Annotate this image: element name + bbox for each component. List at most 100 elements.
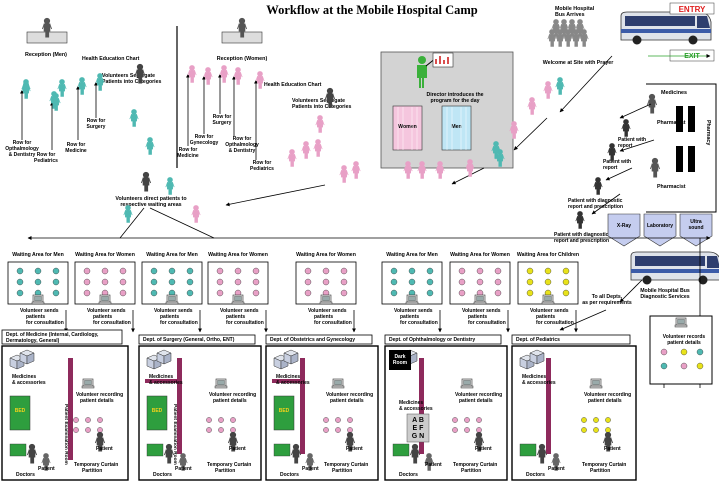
seat-dot (335, 417, 341, 423)
seat-dot (544, 278, 552, 286)
doctor-desk (146, 443, 164, 457)
medicines-label: Medicines (661, 90, 687, 96)
doctors-label: Doctors (526, 472, 545, 478)
doctor-desk (392, 443, 410, 457)
row-label: Surgery (213, 120, 232, 126)
seat-dot (526, 278, 534, 286)
seat-dot (304, 289, 312, 297)
seat-dot (234, 278, 242, 286)
health-chart-left: Health Education Chart (82, 56, 140, 62)
patient-label: Patient (175, 466, 192, 472)
seat-dot (605, 417, 611, 423)
patient-diag-1a: Patient with diagnostic (568, 198, 623, 204)
seat-dot (206, 427, 212, 433)
reception-men: Reception (Men) (25, 17, 68, 58)
waiting-area-title: Waiting Area for Men (386, 252, 438, 258)
patient-label: Patient (425, 462, 442, 468)
seat-dot (216, 289, 224, 297)
patient-report-1a: Patient with (618, 137, 646, 143)
curtain-partition (177, 358, 182, 454)
volunteer-sends-label: for consultation (536, 320, 574, 326)
seat-dot (476, 267, 484, 275)
waiting-area-title: Waiting Area for Women (75, 252, 135, 258)
row-label: Opthalmology (225, 142, 259, 148)
seat-dot (16, 278, 24, 286)
department-name: Dept. of Surgery (General, Ortho, ENT) (143, 337, 235, 343)
seat-dot (323, 427, 329, 433)
patient-label: Patient (96, 446, 113, 452)
volunteer-sends-label: Volunteer sends (154, 308, 193, 314)
patient-icon (527, 97, 537, 115)
seat-dot (230, 427, 236, 433)
exam-room-label: Patient Examination Room (63, 404, 69, 465)
row-label: Row for (179, 147, 198, 153)
curtain-partition (300, 358, 305, 454)
curtain-partition (546, 358, 551, 454)
seat-dot (476, 417, 482, 423)
seat-dot (605, 427, 611, 433)
department-name: Dept. of Obstetrics and Gynecology (270, 337, 355, 343)
volunteer-sends-label: patients (26, 314, 45, 320)
to-depts-label-2: as per requirements (582, 300, 632, 306)
seat-dot (186, 267, 194, 275)
department-room (511, 345, 637, 481)
curtain-label: Partition (82, 468, 102, 474)
volunteer-pc-icon (319, 294, 333, 305)
patient-icon (313, 139, 323, 157)
patient-icon (315, 115, 325, 133)
volunteer-sends-label: Volunteer sends (20, 308, 59, 314)
seat-dot (347, 427, 353, 433)
seat-dot (544, 267, 552, 275)
to-depts-label-1: To all Depts. (592, 294, 623, 300)
seat-dot (168, 278, 176, 286)
volunteer-recording-label: patient details (459, 398, 493, 404)
row-label: Opthalmology (5, 146, 39, 152)
volunteer-sends-label: for consultation (226, 320, 264, 326)
volunteer-pc-icon (165, 294, 179, 305)
pharmacist-top-label: Pharmacist (657, 120, 686, 126)
svg-text:Reception (Women): Reception (Women) (217, 56, 268, 62)
department-header-box (265, 334, 373, 345)
bed (9, 395, 31, 431)
patient-label: Patient (475, 446, 492, 452)
segregate-left-2: Patients into Categories (102, 79, 161, 85)
volunteer-sends-label: Volunteer sends (462, 308, 501, 314)
volunteer-sends-label: patients (93, 314, 112, 320)
seat-dot (452, 417, 458, 423)
seat-dot (340, 278, 348, 286)
seat-dot (16, 289, 24, 297)
patient-diag-2b: report and prescription (554, 238, 609, 244)
seat-dot (73, 417, 79, 423)
seat-dot (83, 278, 91, 286)
diagnostic-label: sound (689, 225, 704, 231)
volunteer-recording-label: patient details (80, 398, 114, 404)
diagnostic-label-1: Mobile Hospital Bus (640, 288, 690, 294)
volunteer-sends-label: Volunteer sends (530, 308, 569, 314)
patient-label: Patient (38, 466, 55, 472)
curtain-partition (419, 358, 424, 454)
mobile-bus-diagnostic (630, 251, 719, 285)
seat-dot (101, 267, 109, 275)
volunteer-pc-icon (541, 294, 555, 305)
patient-icon (543, 81, 553, 99)
men-label: Men (451, 124, 461, 130)
seat-dot (390, 267, 398, 275)
patient-icon (219, 65, 229, 83)
seat-dot (562, 267, 570, 275)
seat-dot (408, 267, 416, 275)
dark-room-label: Dark (394, 354, 405, 360)
volunteer-sends-label: Volunteer sends (87, 308, 126, 314)
curtain-label: Temporary Curtain (74, 462, 118, 468)
seat-dot (464, 427, 470, 433)
row-label: Row for (87, 118, 106, 124)
volunteer-pc-icon (231, 294, 245, 305)
seat-dot (464, 417, 470, 423)
seat-dot (452, 427, 458, 433)
volunteer-pc-icon (589, 378, 603, 389)
svg-text:patient details: patient details (667, 340, 701, 346)
seat-dot (252, 289, 260, 297)
curtain-partition (68, 358, 73, 460)
seat-dot (304, 267, 312, 275)
seat-dot (186, 278, 194, 286)
